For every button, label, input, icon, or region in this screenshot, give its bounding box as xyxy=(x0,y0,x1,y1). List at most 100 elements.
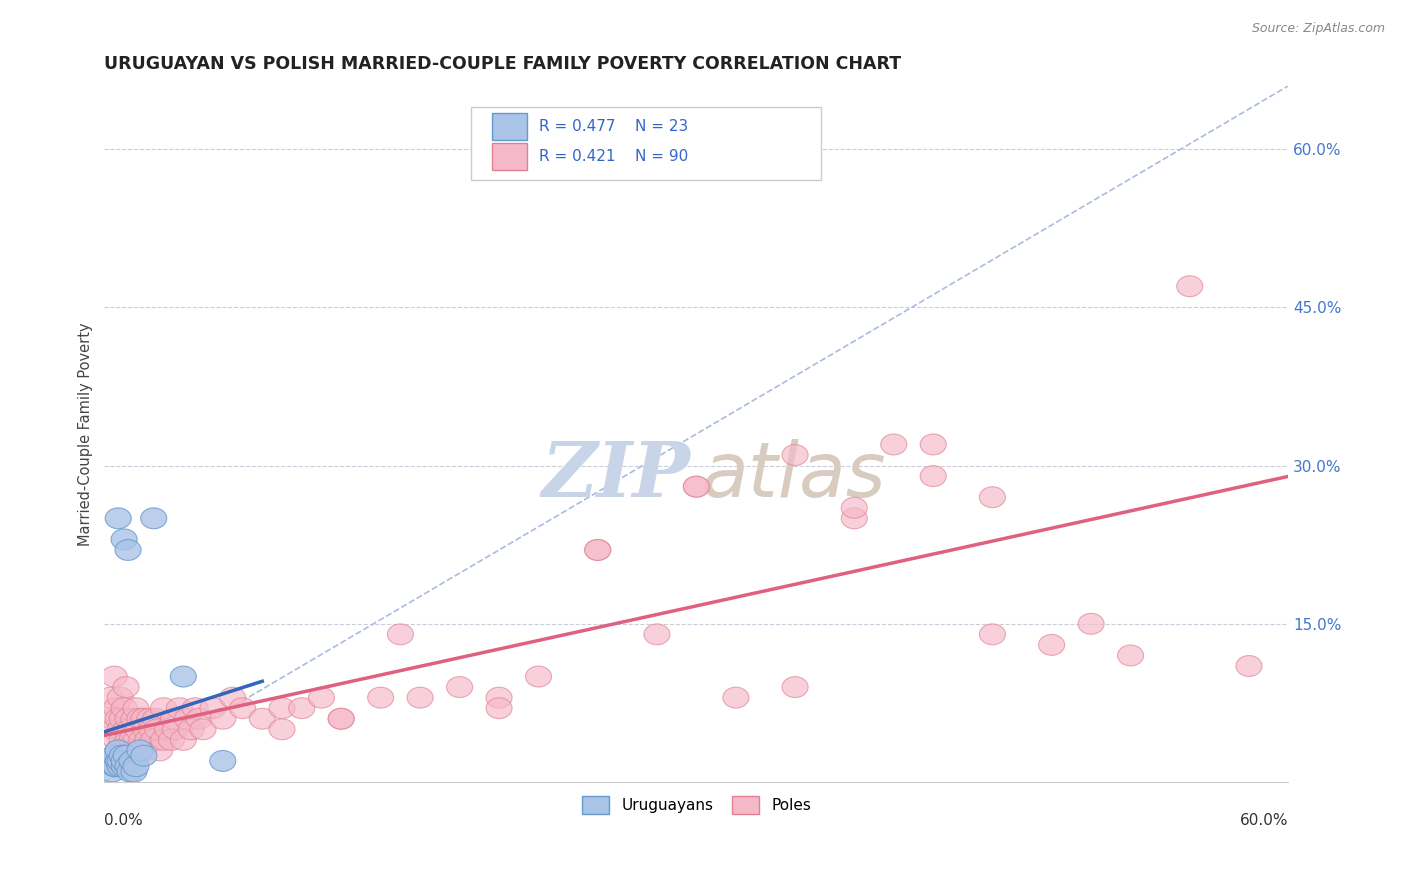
Ellipse shape xyxy=(107,687,134,708)
Ellipse shape xyxy=(115,756,141,777)
Ellipse shape xyxy=(880,434,907,455)
Ellipse shape xyxy=(131,708,157,729)
Ellipse shape xyxy=(103,756,129,777)
Ellipse shape xyxy=(146,740,173,761)
Ellipse shape xyxy=(135,730,160,750)
Text: Source: ZipAtlas.com: Source: ZipAtlas.com xyxy=(1251,22,1385,36)
Ellipse shape xyxy=(112,719,139,739)
FancyBboxPatch shape xyxy=(492,113,527,140)
Legend: Uruguayans, Poles: Uruguayans, Poles xyxy=(575,789,817,820)
Ellipse shape xyxy=(105,740,131,761)
Ellipse shape xyxy=(125,719,150,739)
Ellipse shape xyxy=(229,698,256,719)
Ellipse shape xyxy=(145,719,170,739)
Ellipse shape xyxy=(183,698,208,719)
Ellipse shape xyxy=(111,756,138,777)
Ellipse shape xyxy=(129,730,155,750)
Ellipse shape xyxy=(100,761,125,782)
Ellipse shape xyxy=(111,750,138,772)
Ellipse shape xyxy=(219,687,246,708)
Ellipse shape xyxy=(101,719,128,739)
Ellipse shape xyxy=(585,540,610,560)
Ellipse shape xyxy=(139,719,165,739)
Ellipse shape xyxy=(131,745,157,766)
Text: 60.0%: 60.0% xyxy=(1240,814,1288,829)
Ellipse shape xyxy=(111,698,138,719)
Ellipse shape xyxy=(920,434,946,455)
Ellipse shape xyxy=(486,698,512,719)
Ellipse shape xyxy=(115,708,141,729)
Ellipse shape xyxy=(136,708,163,729)
Ellipse shape xyxy=(1039,634,1064,656)
Ellipse shape xyxy=(782,677,808,698)
Ellipse shape xyxy=(141,730,167,750)
Ellipse shape xyxy=(117,761,143,782)
Ellipse shape xyxy=(159,730,184,750)
Ellipse shape xyxy=(526,666,551,687)
Ellipse shape xyxy=(105,740,131,761)
Ellipse shape xyxy=(111,529,138,549)
Ellipse shape xyxy=(103,698,129,719)
Ellipse shape xyxy=(105,750,131,772)
Y-axis label: Married-Couple Family Poverty: Married-Couple Family Poverty xyxy=(79,322,93,546)
Ellipse shape xyxy=(447,677,472,698)
Ellipse shape xyxy=(121,761,148,782)
Ellipse shape xyxy=(97,750,124,772)
Ellipse shape xyxy=(980,624,1005,645)
Ellipse shape xyxy=(308,687,335,708)
Ellipse shape xyxy=(288,698,315,719)
Ellipse shape xyxy=(122,698,149,719)
Ellipse shape xyxy=(121,708,148,729)
Ellipse shape xyxy=(163,719,188,739)
Text: atlas: atlas xyxy=(703,439,887,513)
Ellipse shape xyxy=(841,508,868,529)
Ellipse shape xyxy=(160,708,187,729)
Ellipse shape xyxy=(117,740,143,761)
Ellipse shape xyxy=(683,476,710,497)
Ellipse shape xyxy=(141,508,167,529)
Ellipse shape xyxy=(122,756,149,777)
Ellipse shape xyxy=(155,719,180,739)
Ellipse shape xyxy=(782,444,808,466)
Ellipse shape xyxy=(644,624,671,645)
Ellipse shape xyxy=(683,476,710,497)
Ellipse shape xyxy=(111,740,138,761)
Ellipse shape xyxy=(190,719,217,739)
Ellipse shape xyxy=(97,687,124,708)
Ellipse shape xyxy=(115,730,141,750)
Ellipse shape xyxy=(170,730,197,750)
Ellipse shape xyxy=(112,677,139,698)
Ellipse shape xyxy=(585,540,610,560)
Ellipse shape xyxy=(150,730,177,750)
Ellipse shape xyxy=(127,740,153,761)
Ellipse shape xyxy=(100,708,125,729)
Ellipse shape xyxy=(486,687,512,708)
Ellipse shape xyxy=(209,750,236,772)
Ellipse shape xyxy=(920,466,946,486)
FancyBboxPatch shape xyxy=(492,144,527,169)
Ellipse shape xyxy=(166,698,193,719)
Ellipse shape xyxy=(120,730,145,750)
Ellipse shape xyxy=(1236,656,1263,676)
Ellipse shape xyxy=(132,719,159,739)
Text: 0.0%: 0.0% xyxy=(104,814,143,829)
Ellipse shape xyxy=(269,698,295,719)
Ellipse shape xyxy=(103,730,129,750)
Ellipse shape xyxy=(367,687,394,708)
FancyBboxPatch shape xyxy=(471,107,821,180)
Ellipse shape xyxy=(249,708,276,729)
Ellipse shape xyxy=(101,756,128,777)
Text: URUGUAYAN VS POLISH MARRIED-COUPLE FAMILY POVERTY CORRELATION CHART: URUGUAYAN VS POLISH MARRIED-COUPLE FAMIL… xyxy=(104,55,901,73)
Ellipse shape xyxy=(841,498,868,518)
Ellipse shape xyxy=(122,730,149,750)
Ellipse shape xyxy=(1078,614,1104,634)
Ellipse shape xyxy=(107,719,134,739)
Ellipse shape xyxy=(142,708,169,729)
Ellipse shape xyxy=(170,666,197,687)
Ellipse shape xyxy=(105,708,131,729)
Ellipse shape xyxy=(186,708,212,729)
Ellipse shape xyxy=(1118,645,1143,666)
Ellipse shape xyxy=(127,708,153,729)
Ellipse shape xyxy=(110,708,135,729)
Ellipse shape xyxy=(980,487,1005,508)
